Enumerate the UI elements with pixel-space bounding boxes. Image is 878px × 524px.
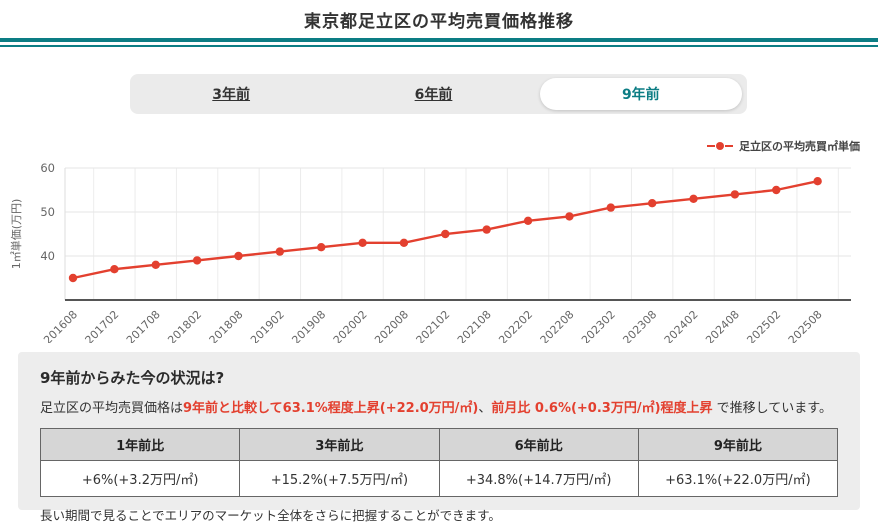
x-tick-label: 202502 — [744, 308, 783, 343]
header-1year: 1年前比 — [39, 428, 241, 461]
data-point-201708[interactable] — [151, 260, 160, 269]
value-9year: +63.1%(+22.0万円/㎡) — [637, 460, 839, 497]
comparison-table-header-row: 1年前比 3年前比 6年前比 9年前比 — [39, 428, 839, 461]
data-point-201902[interactable] — [275, 247, 285, 256]
summary-text: 足立区の平均売買価格は9年前と比較して63.1%程度上昇(+22.0万円/㎡)、… — [40, 397, 838, 416]
summary-text-prefix: 足立区の平均売買価格は — [40, 401, 184, 416]
x-tick-label: 201802 — [165, 308, 204, 343]
header-rule-thick — [0, 38, 878, 42]
x-tick-label: 202308 — [620, 308, 659, 343]
data-point-201808[interactable] — [234, 251, 243, 261]
summary-note: 長い期間で見ることでエリアのマーケット全体をさらに把握することができます。 — [40, 508, 501, 523]
data-point-201608[interactable] — [68, 273, 78, 283]
tab-6years[interactable]: 6年前 — [332, 74, 534, 114]
y-tick-label: 40 — [40, 249, 55, 263]
x-tick-label: 202402 — [662, 308, 701, 343]
header-3year: 3年前比 — [239, 428, 440, 461]
data-point-201908[interactable] — [317, 243, 326, 252]
data-point-202108[interactable] — [482, 225, 491, 234]
x-tick-label: 201902 — [248, 308, 287, 343]
data-point-202508[interactable] — [813, 177, 822, 186]
value-6year: +34.8%(+14.7万円/㎡) — [438, 460, 639, 497]
y-axis-title: 1㎡単価(万円) — [9, 199, 23, 270]
header-rule-gap — [0, 42, 878, 45]
x-tick-label: 201808 — [207, 308, 246, 343]
tab-6years-label[interactable]: 6年前 — [414, 87, 453, 103]
tab-3years-label[interactable]: 3年前 — [212, 87, 251, 103]
value-3year: +15.2%(+7.5万円/㎡) — [239, 460, 440, 497]
x-tick-label: 202202 — [496, 308, 535, 343]
y-tick-label: 60 — [40, 161, 55, 175]
summary-text-suffix: で推移しています。 — [712, 401, 832, 416]
x-tick-label: 201908 — [289, 308, 328, 343]
data-point-202202[interactable] — [523, 216, 533, 225]
x-tick-label: 202102 — [414, 308, 453, 343]
legend-label: 足立区の平均売買㎡単価 — [739, 140, 860, 153]
x-tick-label: 201608 — [41, 308, 80, 343]
x-tick-label: 201702 — [83, 308, 122, 343]
price-series-line — [72, 180, 818, 280]
price-trend-chart[interactable]: 40 50 60 201608 201702 201708 201802 201808 2019… — [0, 157, 878, 347]
header-9year: 9年前比 — [637, 428, 839, 461]
data-point-202002[interactable] — [358, 238, 367, 247]
period-tabbar: 3年前 6年前 9年前 — [130, 74, 747, 114]
legend-line-dot-icon — [707, 142, 733, 150]
data-point-201802[interactable] — [192, 256, 202, 265]
page-header: 東京都足立区の平均売買価格推移 — [0, 0, 878, 47]
tab-9years-label: 9年前 — [621, 87, 660, 103]
y-tick-label: 50 — [40, 205, 55, 219]
summary-panel: 9年前からみた今の状況は? 足立区の平均売買価格は9年前と比較して63.1%程度… — [18, 352, 860, 523]
x-tick-label: 202002 — [331, 308, 370, 343]
summary-highlight-month: 前月比 0.6%(+0.3万円/㎡)程度上昇 — [491, 401, 713, 416]
data-point-201702[interactable] — [110, 265, 119, 274]
x-tick-label: 202508 — [786, 308, 825, 343]
tab-9years-selected[interactable]: 9年前 — [539, 78, 742, 110]
x-tick-label: 202108 — [455, 308, 494, 343]
value-1year: +6%(+3.2万円/㎡) — [39, 460, 241, 497]
comparison-table: 1年前比 3年前比 6年前比 9年前比 +6%(+3.2万円/㎡) +15.2%… — [39, 428, 839, 497]
summary-separator: 、 — [478, 401, 492, 416]
x-tick-label: 202302 — [579, 308, 618, 343]
data-point-202008[interactable] — [399, 238, 409, 247]
header-rule-thin — [0, 45, 878, 47]
summary-highlight-9y: 9年前と比較して63.1%程度上昇(+22.0万円/㎡) — [183, 401, 479, 416]
tab-3years[interactable]: 3年前 — [130, 74, 332, 114]
data-point-202102[interactable] — [441, 229, 450, 239]
data-point-202302[interactable] — [606, 203, 615, 212]
data-point-202308[interactable] — [647, 199, 657, 208]
comparison-table-value-row: +6%(+3.2万円/㎡) +15.2%(+7.5万円/㎡) +34.8%(+1… — [39, 460, 839, 497]
data-point-202208[interactable] — [565, 212, 574, 221]
x-tick-label: 202008 — [372, 308, 411, 343]
summary-heading: 9年前からみた今の状況は? — [40, 369, 225, 387]
chart-legend[interactable]: 足立区の平均売買㎡単価 — [0, 138, 878, 154]
x-tick-label: 202208 — [538, 308, 577, 343]
data-point-202502[interactable] — [772, 185, 781, 195]
header-6year: 6年前比 — [438, 428, 639, 461]
data-point-202408[interactable] — [730, 190, 740, 199]
x-tick-label: 202408 — [703, 308, 742, 343]
x-tick-label: 201708 — [124, 308, 163, 343]
data-point-202402[interactable] — [689, 194, 698, 203]
page-title: 東京都足立区の平均売買価格推移 — [304, 12, 574, 32]
